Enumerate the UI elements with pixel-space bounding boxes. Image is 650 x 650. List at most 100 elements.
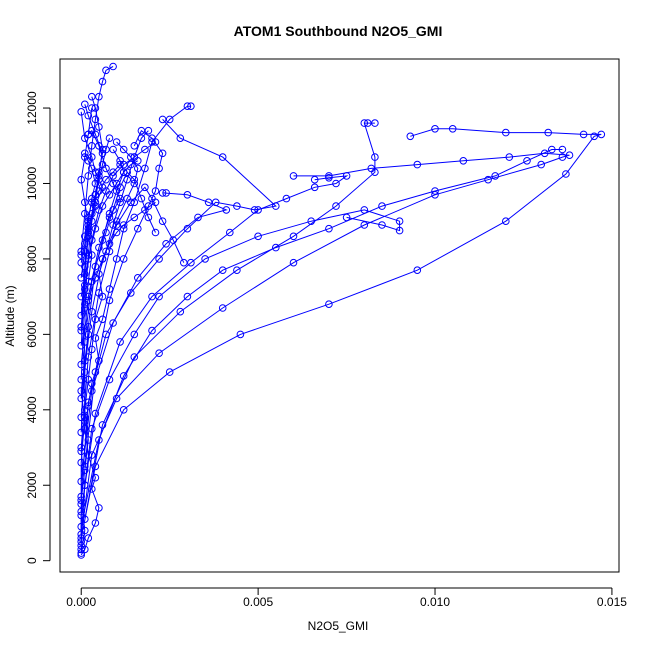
data-point <box>102 228 110 237</box>
data-point <box>81 462 89 471</box>
data-point <box>236 330 245 339</box>
data-point <box>378 221 386 229</box>
data-point <box>84 398 93 407</box>
data-point <box>77 507 85 516</box>
data-point <box>176 307 185 316</box>
data-point <box>134 157 142 165</box>
data-point <box>134 274 142 282</box>
data-point <box>102 330 110 339</box>
data-point <box>119 255 128 263</box>
series-line <box>80 105 191 556</box>
x-tick-label: 0.010 <box>420 595 450 609</box>
data-point <box>91 115 100 124</box>
data-point <box>88 104 96 112</box>
data-point <box>289 258 298 267</box>
data-point <box>254 232 262 241</box>
data-point <box>413 266 422 275</box>
data-point <box>77 258 85 267</box>
data-point <box>77 394 85 403</box>
data-point <box>77 549 85 557</box>
data-point <box>332 202 340 210</box>
data-point <box>112 138 121 146</box>
data-point <box>77 292 85 301</box>
data-point <box>413 160 422 169</box>
data-point <box>84 296 93 305</box>
data-point <box>77 274 85 282</box>
data-point <box>98 236 107 244</box>
data-point <box>91 409 100 418</box>
data-point <box>151 187 160 195</box>
data-point <box>282 194 291 203</box>
data-point <box>310 183 319 192</box>
data-point <box>155 349 163 358</box>
data-point <box>187 102 195 110</box>
data-point <box>254 206 262 214</box>
y-axis-label: Altitude (m) <box>3 285 17 346</box>
data-point <box>81 368 89 376</box>
data-point <box>84 232 93 241</box>
y-tick-label: 12000 <box>25 91 39 125</box>
data-point <box>84 157 93 165</box>
data-point <box>84 292 93 301</box>
data-point <box>81 304 89 312</box>
data-point <box>233 266 241 275</box>
data-point <box>378 202 386 210</box>
data-point <box>84 375 93 384</box>
data-point <box>105 240 114 248</box>
data-point <box>77 311 85 320</box>
data-point <box>77 251 85 259</box>
data-point <box>371 168 379 176</box>
x-tick-label: 0.000 <box>66 595 96 609</box>
data-point <box>77 323 85 331</box>
data-point <box>77 492 85 501</box>
data-point <box>155 292 163 301</box>
data-point <box>102 247 110 256</box>
data-point <box>364 119 372 127</box>
data-point <box>77 551 85 559</box>
data-point <box>590 132 599 141</box>
data-point <box>81 100 89 109</box>
data-point <box>250 206 259 214</box>
data-point <box>77 360 85 369</box>
data-point <box>562 170 570 178</box>
data-point <box>77 530 85 539</box>
data-point <box>95 436 103 444</box>
data-point <box>137 134 146 142</box>
data-point <box>151 138 160 146</box>
data-point <box>597 130 606 139</box>
series-line <box>80 66 114 546</box>
data-point <box>88 424 96 433</box>
data-point <box>134 164 142 173</box>
series-line <box>80 209 401 542</box>
data-point <box>91 224 100 233</box>
data-point <box>84 213 93 222</box>
data-point <box>81 285 89 293</box>
y-tick-label: 2000 <box>25 472 39 499</box>
y-tick-label: 10000 <box>25 166 39 200</box>
data-point <box>98 160 107 169</box>
data-point <box>77 387 85 395</box>
data-point <box>360 206 369 214</box>
data-point <box>77 428 85 437</box>
data-point <box>332 179 340 188</box>
data-point <box>137 126 146 135</box>
data-point <box>116 338 124 346</box>
data-point <box>141 206 149 214</box>
data-point <box>98 255 107 263</box>
data-point <box>130 330 139 339</box>
data-point <box>77 326 85 335</box>
data-point <box>119 224 128 233</box>
data-point <box>505 153 514 161</box>
data-point <box>162 189 170 197</box>
data-point <box>183 292 192 301</box>
data-point <box>112 228 121 237</box>
data-point <box>105 213 114 222</box>
data-point <box>484 175 492 184</box>
data-point <box>77 375 85 384</box>
data-point <box>289 232 298 241</box>
data-point <box>95 168 103 176</box>
data-point <box>98 421 107 429</box>
data-point <box>84 330 93 339</box>
y-tick-label: 6000 <box>25 321 39 348</box>
